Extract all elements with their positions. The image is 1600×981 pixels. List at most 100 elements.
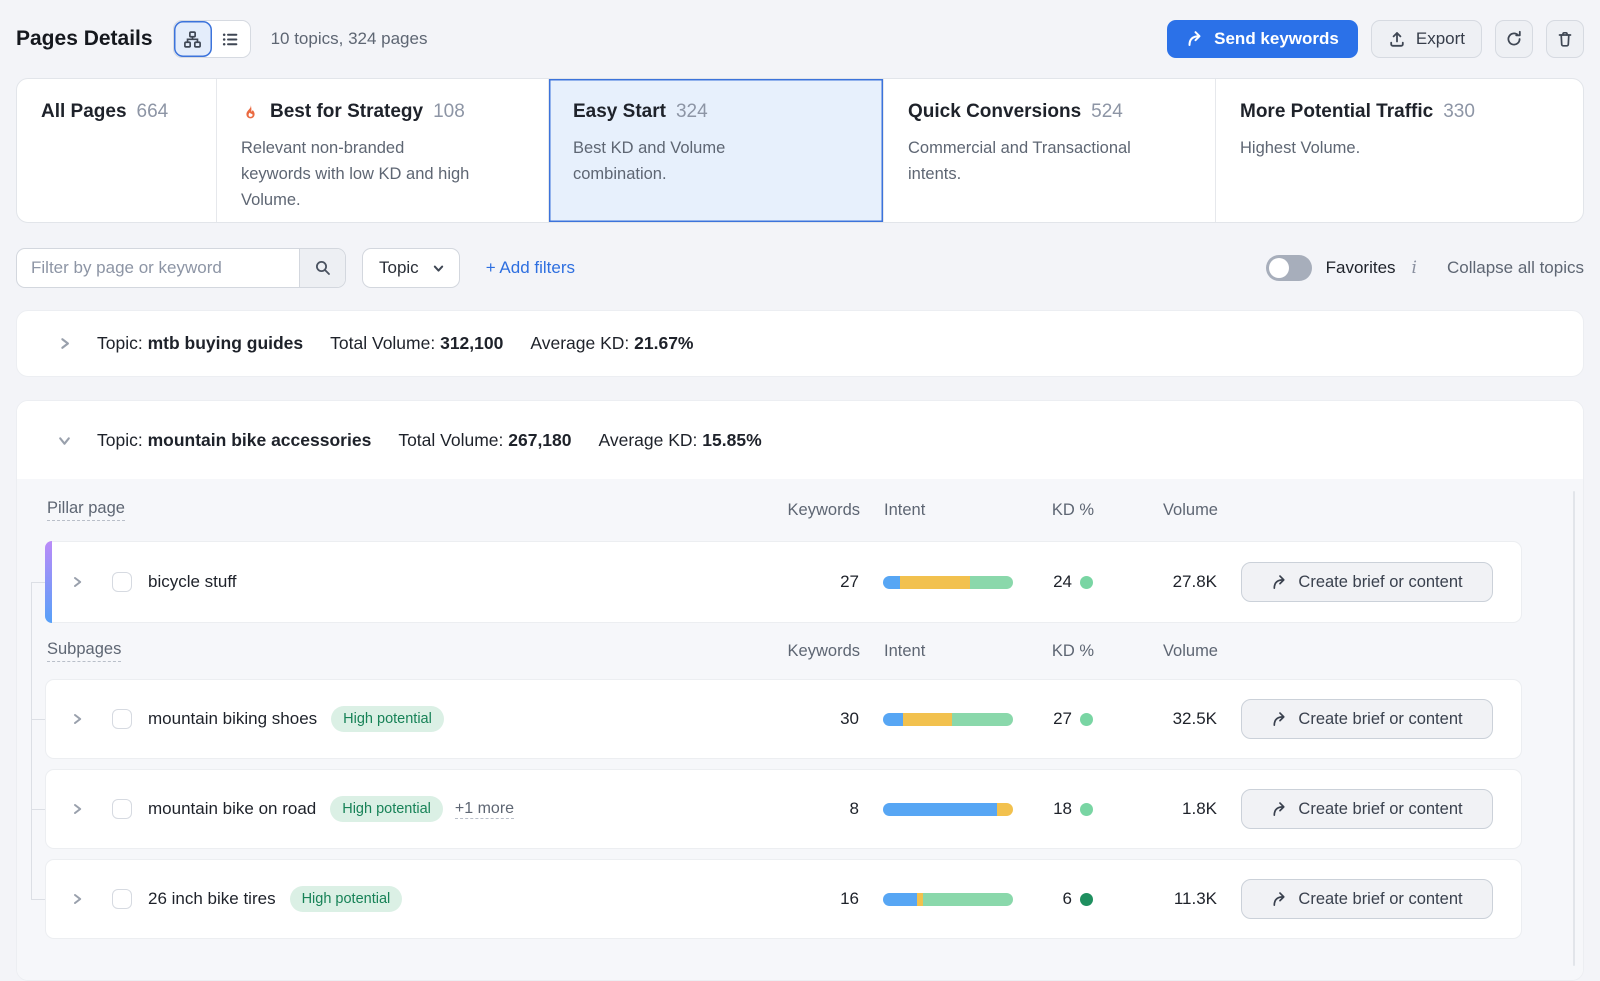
tab-all-pages[interactable]: All Pages 664 (17, 79, 217, 222)
keywords-count: 27 (840, 572, 859, 591)
kd-dot (1080, 712, 1093, 726)
tab-description: Highest Volume. (1240, 138, 1361, 157)
send-arrow-icon (1273, 574, 1286, 589)
row-checkbox[interactable] (112, 572, 132, 592)
tab-best-for-strategy[interactable]: Best for Strategy 108 Relevant non-brand… (217, 79, 549, 222)
filter-bar: Topic + Add filters Favorites i Collapse… (16, 247, 1584, 289)
chevron-right-icon[interactable] (57, 336, 72, 351)
favorites-label: Favorites (1325, 258, 1396, 277)
favorites-toggle[interactable] (1265, 255, 1312, 281)
trash-icon (1558, 31, 1572, 47)
tree-connector (31, 899, 46, 900)
collapse-all-topics-link[interactable]: Collapse all topics (1446, 258, 1584, 277)
tab-label: Best for Strategy (270, 101, 424, 122)
create-brief-button[interactable]: Create brief or content (1241, 699, 1493, 739)
topic-average-kd: 21.67% (634, 333, 694, 353)
search-icon (315, 261, 330, 275)
row-checkbox[interactable] (112, 799, 132, 819)
tab-count: 108 (433, 101, 465, 122)
create-brief-button[interactable]: Create brief or content (1241, 562, 1493, 602)
chevron-right-icon[interactable] (70, 802, 84, 816)
pillar-page-label[interactable]: Pillar page (47, 499, 125, 521)
column-header-volume: Volume (1162, 500, 1218, 519)
high-potential-badge: High potential (331, 706, 444, 732)
create-brief-button[interactable]: Create brief or content (1241, 789, 1493, 829)
chevron-down-icon[interactable] (57, 433, 72, 448)
upload-icon (1390, 32, 1404, 47)
send-arrow-icon (1273, 711, 1286, 726)
chevron-right-icon[interactable] (70, 712, 84, 726)
kd-value: 27 (1053, 709, 1072, 728)
kd-dot (1080, 575, 1093, 589)
topic-kd-group: Average KD: 21.67% (530, 333, 694, 353)
toggle-knob (1268, 258, 1289, 278)
topic-row-mtb-buying-guides[interactable]: Topic: mtb buying guides Total Volume: 3… (16, 310, 1584, 377)
row-checkbox[interactable] (112, 889, 132, 909)
refresh-icon (1507, 30, 1521, 46)
tab-count: 524 (1091, 101, 1123, 122)
page-name[interactable]: mountain biking shoes (148, 709, 318, 728)
hierarchy-view-button[interactable] (173, 21, 212, 57)
refresh-button[interactable] (1495, 20, 1533, 58)
intent-bar (883, 575, 1013, 589)
page-filter-tabs: All Pages 664 Best for Strategy 108 Rele… (16, 78, 1584, 223)
volume-value: 32.5K (1172, 709, 1217, 728)
send-keywords-button[interactable]: Send keywords (1167, 20, 1358, 58)
info-icon[interactable]: i (1411, 258, 1417, 278)
search-input[interactable] (17, 249, 299, 287)
search-box (16, 248, 346, 288)
tree-connector (31, 809, 46, 810)
tab-label: Easy Start (573, 101, 666, 122)
chevron-right-icon[interactable] (70, 575, 84, 589)
send-arrow-icon (1188, 31, 1201, 46)
page-name[interactable]: 26 inch bike tires (148, 889, 276, 908)
subpages-header-band: Subpages Keywords Intent KD % Volume (45, 623, 1522, 679)
keywords-count: 16 (840, 889, 859, 908)
tab-label: More Potential Traffic (1240, 101, 1434, 122)
send-arrow-icon (1273, 891, 1286, 906)
tab-count: 330 (1443, 101, 1475, 122)
topic-row-mountain-bike-accessories[interactable]: Topic: mountain bike accessories Total V… (17, 401, 1583, 479)
delete-button[interactable] (1546, 20, 1584, 58)
add-filters-link[interactable]: + Add filters (485, 258, 575, 277)
topic-total-volume: 267,180 (508, 429, 572, 450)
table-row-subpage: mountain biking shoes High potential 30 … (45, 679, 1522, 759)
keywords-count: 30 (840, 709, 859, 728)
kd-value: 24 (1053, 572, 1072, 591)
subpages-label[interactable]: Subpages (47, 640, 122, 662)
tree-connector (31, 719, 46, 720)
export-label: Export (1415, 29, 1465, 48)
kd-value: 18 (1053, 799, 1072, 818)
high-potential-badge: High potential (289, 886, 403, 912)
tab-more-potential-traffic[interactable]: More Potential Traffic 330 Highest Volum… (1216, 79, 1583, 222)
create-brief-button[interactable]: Create brief or content (1241, 879, 1493, 919)
tab-easy-start[interactable]: Easy Start 324 Best KD and Volume combin… (549, 79, 884, 222)
tab-label: Quick Conversions (908, 101, 1082, 122)
volume-value: 27.8K (1172, 572, 1217, 591)
view-toggle (172, 20, 251, 58)
page-name[interactable]: bicycle stuff (148, 572, 237, 591)
tree-connector (31, 582, 46, 583)
search-button[interactable] (299, 249, 345, 287)
table-row-subpage: 26 inch bike tires High potential 16 6 1… (45, 859, 1522, 939)
tab-description: Relevant non-branded keywords with low K… (241, 138, 470, 209)
row-checkbox[interactable] (112, 709, 132, 729)
list-view-button[interactable] (211, 21, 250, 57)
toolbar-right: Send keywords Export (1167, 20, 1584, 58)
more-badges-link[interactable]: +1 more (454, 799, 515, 819)
kd-dot (1080, 892, 1093, 906)
kd-value: 6 (1062, 889, 1072, 908)
scrollbar[interactable] (1573, 491, 1575, 966)
page-name[interactable]: mountain bike on road (148, 799, 317, 818)
tab-quick-conversions[interactable]: Quick Conversions 524 Commercial and Tra… (884, 79, 1216, 222)
topic-filter-dropdown[interactable]: Topic (362, 248, 460, 288)
topic-average-kd: 15.85% (702, 429, 762, 450)
column-header-intent: Intent (884, 500, 926, 519)
pages-table: Pillar page Keywords Intent KD % Volume … (17, 479, 1583, 980)
chevron-right-icon[interactable] (70, 892, 84, 906)
export-button[interactable]: Export (1370, 20, 1482, 58)
keywords-count: 8 (849, 799, 859, 818)
topic-dropdown-label: Topic (379, 258, 419, 277)
flame-icon (246, 104, 255, 119)
high-potential-badge: High potential (330, 796, 443, 822)
